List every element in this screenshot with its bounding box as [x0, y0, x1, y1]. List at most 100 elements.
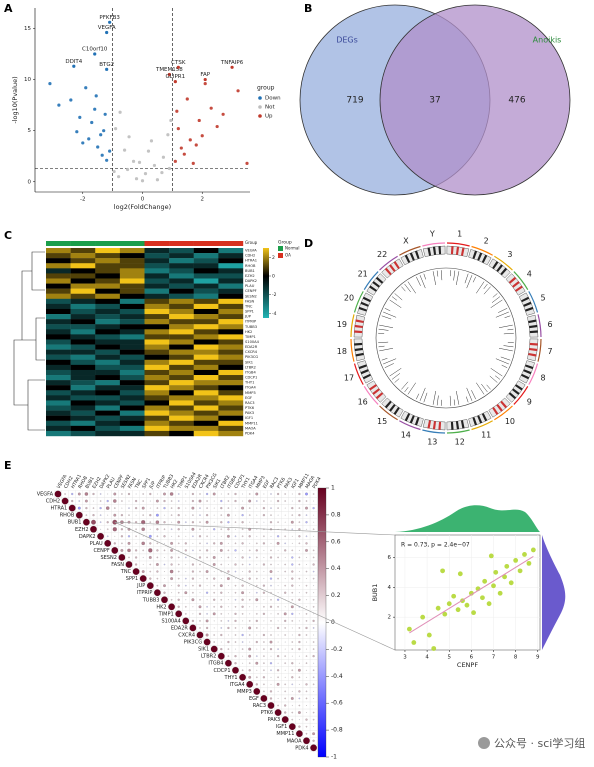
corr-circle	[220, 578, 222, 580]
point	[236, 89, 240, 93]
corr-circle	[121, 507, 123, 509]
heat-cell	[193, 405, 219, 411]
heat-cell	[193, 334, 219, 340]
chromosome-arc	[363, 386, 379, 405]
row-label: S100A4	[161, 618, 180, 624]
heat-cell	[95, 268, 121, 274]
chromosome-arc	[422, 242, 446, 247]
corr-circle	[127, 541, 131, 545]
set-count: 719	[346, 96, 363, 106]
color-tick-label: 0.4	[331, 565, 341, 572]
corr-circle	[177, 570, 180, 573]
corr-circle	[305, 591, 308, 594]
corr-circle	[85, 514, 88, 516]
chromosome-band	[529, 347, 538, 352]
corr-circle	[191, 563, 194, 566]
point	[84, 86, 88, 90]
corr-circle	[219, 584, 223, 588]
corr-circle	[269, 648, 273, 651]
row-label: SIK1	[198, 647, 209, 653]
corr-circle	[141, 506, 145, 510]
x-axis-title: log2(FoldChange)	[114, 203, 171, 211]
plot-frame	[394, 534, 541, 651]
corr-circle	[256, 591, 258, 594]
column-label: EZH2	[91, 476, 102, 490]
gene-marker	[492, 293, 498, 298]
column-label: PDK4	[311, 476, 322, 490]
gene-marker	[378, 328, 389, 331]
corr-circle	[248, 563, 251, 566]
column-label: HK2	[169, 479, 179, 490]
chromosome-band	[523, 301, 532, 307]
corr-circle	[298, 521, 301, 523]
point	[486, 601, 492, 607]
heat-cell	[46, 308, 71, 315]
corr-circle	[298, 668, 301, 672]
heat-cell	[70, 324, 96, 330]
corr-circle	[270, 514, 272, 516]
heat-cell	[46, 369, 71, 376]
corr-circle	[184, 591, 188, 595]
corr-circle	[284, 557, 286, 558]
heat-cell	[70, 278, 96, 284]
x-tick-label: 8	[514, 655, 518, 661]
corr-circle	[277, 564, 279, 565]
corr-circle	[291, 591, 294, 594]
corr-circle	[170, 528, 173, 530]
row-label: BUB1	[68, 520, 82, 526]
corr-circle	[298, 577, 301, 580]
corr-circle	[248, 535, 251, 538]
corr-circle	[241, 584, 244, 587]
heat-cell	[193, 385, 219, 391]
corr-circle	[269, 556, 273, 559]
gene-marker	[423, 273, 426, 280]
point	[221, 112, 225, 116]
row-label: PIK3CG	[184, 640, 202, 646]
gene-marker	[449, 395, 452, 406]
point	[103, 112, 107, 116]
gene-marker	[476, 382, 485, 395]
corr-circle	[312, 739, 315, 742]
labeled-point	[93, 52, 97, 56]
corr-circle	[77, 506, 81, 510]
chromosome-band	[438, 246, 442, 255]
corr-circle	[177, 507, 180, 510]
corr-circle	[205, 570, 209, 573]
point	[203, 82, 207, 86]
corr-circle	[248, 669, 251, 672]
corr-circle	[156, 535, 159, 538]
heat-cell	[144, 395, 170, 401]
heat-cell	[70, 293, 96, 300]
heat-cell	[193, 359, 219, 366]
heat-cell	[218, 283, 244, 289]
row-label: LTBR2	[201, 654, 216, 660]
fit-line	[409, 556, 534, 634]
corr-circle	[263, 662, 265, 664]
corr-circle	[277, 690, 279, 692]
heat-cell	[70, 420, 96, 427]
corr-circle	[128, 507, 130, 509]
heat-cell	[46, 319, 71, 325]
heat-cell	[119, 248, 145, 254]
gene-marker	[490, 368, 503, 377]
corr-circle	[149, 528, 151, 530]
corr-circle	[260, 695, 268, 702]
heat-cell	[144, 308, 170, 315]
heat-cell	[169, 410, 194, 416]
corr-circle	[255, 661, 259, 665]
corr-circle	[206, 613, 208, 615]
corr-circle	[312, 732, 315, 736]
legend-swatch	[278, 253, 283, 258]
chromosome-band	[521, 296, 530, 303]
corr-circle	[198, 612, 202, 615]
column-label: SIK1	[212, 478, 222, 490]
corr-circle	[298, 556, 301, 559]
heat-cell	[95, 344, 121, 350]
heat-cell	[46, 430, 71, 437]
heat-cell	[70, 253, 96, 259]
heat-cell	[218, 288, 244, 294]
chromosome-band	[427, 247, 432, 256]
column-label: THY1	[240, 476, 252, 490]
chromosome-band	[460, 420, 465, 429]
heat-cell	[144, 324, 170, 330]
